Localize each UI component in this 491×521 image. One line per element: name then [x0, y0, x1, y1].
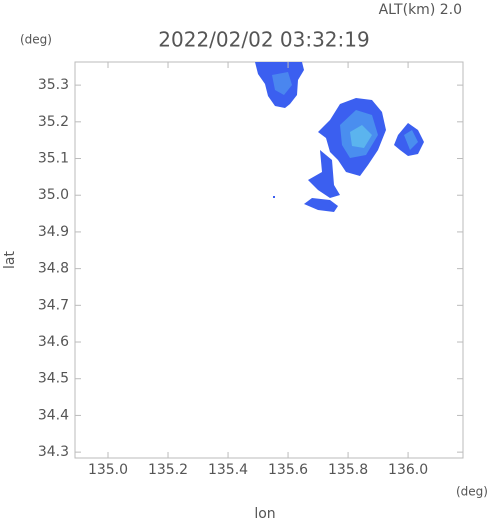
x-tick-label: 135.2 — [148, 462, 188, 478]
y-tick-label: 35.3 — [38, 77, 69, 93]
echo-core — [404, 130, 418, 150]
plot-frame — [74, 61, 464, 459]
x-unit: (deg) — [456, 485, 488, 499]
radar-echoes — [255, 62, 424, 212]
echo — [273, 196, 275, 198]
x-tick-label: 135.0 — [88, 462, 128, 478]
y-tick-label: 35.1 — [38, 151, 69, 167]
y-tick-label: 34.3 — [38, 444, 69, 460]
x-axis-label: lon — [254, 506, 275, 521]
x-tick-label: 136.0 — [388, 462, 428, 478]
echo — [304, 198, 338, 212]
echo-core — [350, 125, 372, 148]
altitude-label: ALT(km) 2.0 — [379, 2, 462, 18]
x-tick-label: 135.6 — [268, 462, 308, 478]
y-axis-label: lat — [2, 251, 18, 269]
y-tick-label: 34.4 — [38, 407, 69, 423]
chart-title: 2022/02/02 03:32:19 — [158, 28, 369, 52]
y-tick-label: 34.7 — [38, 297, 69, 313]
x-tick-label: 135.8 — [328, 462, 368, 478]
y-unit: (deg) — [20, 33, 52, 47]
y-tick-label: 35.2 — [38, 114, 69, 130]
y-tick-label: 34.6 — [38, 334, 69, 350]
echo — [308, 150, 340, 198]
y-tick-label: 34.9 — [38, 224, 69, 240]
echo-core — [272, 72, 292, 95]
x-tick-label: 135.4 — [208, 462, 248, 478]
y-tick-label: 34.8 — [38, 261, 69, 277]
y-tick-label: 35.0 — [38, 187, 69, 203]
y-tick-label: 34.5 — [38, 371, 69, 387]
